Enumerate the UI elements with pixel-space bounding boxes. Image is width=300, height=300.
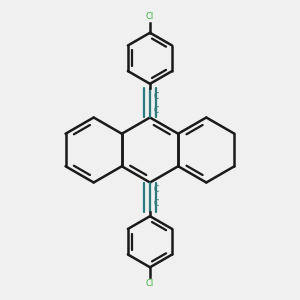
Text: C: C (154, 92, 159, 101)
Text: C: C (154, 106, 159, 115)
Text: C: C (154, 185, 159, 194)
Text: C: C (154, 199, 159, 208)
Text: Cl: Cl (146, 12, 154, 21)
Text: Cl: Cl (146, 279, 154, 288)
